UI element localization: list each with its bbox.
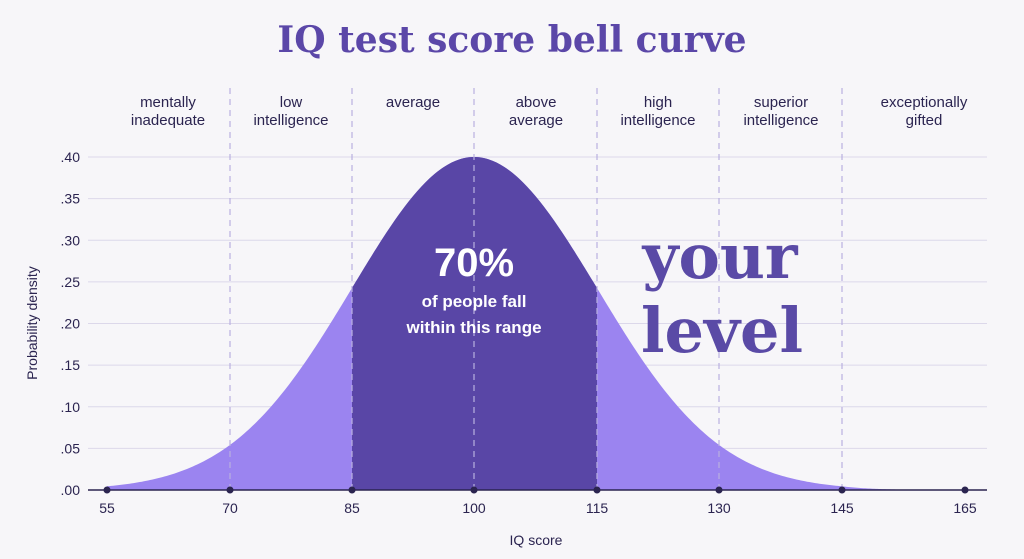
y-tick-label: .15 [61,357,81,373]
category-label: average [386,94,440,111]
x-tick-dot [838,486,846,494]
category-dividers [229,88,843,490]
category-label: gifted [906,112,943,129]
y-tick-label: .10 [61,399,81,415]
y-tick-label: .25 [61,274,81,290]
x-tick-label: 100 [462,500,486,516]
range-annotation: 70% of people fall within this range [405,241,541,337]
category-labels: mentallyinadequatelowintelligenceaverage… [131,94,968,129]
category-label: intelligence [743,112,818,129]
side-text-line: your [641,220,798,293]
annotation-line: within this range [405,318,541,337]
x-tick-label: 55 [99,500,115,516]
category-label: inadequate [131,112,205,129]
y-axis-title: Probability density [24,266,40,380]
category-label: average [509,112,563,129]
side-text-line: level [641,294,803,367]
x-tick-dot [348,486,356,494]
x-tick-label: 115 [586,500,609,516]
category-label: superior [754,94,808,111]
y-tick-label: .20 [61,316,81,332]
y-tick-label: .05 [61,440,81,456]
x-tick-dot [226,486,234,494]
category-label: intelligence [253,112,328,129]
y-tick-label: .00 [61,482,81,498]
x-tick-dot [961,486,969,494]
y-tick-label: .30 [61,232,81,248]
x-tick-dot [103,486,111,494]
x-tick-label: 70 [222,500,238,516]
x-axis-title: IQ score [510,532,563,548]
y-tick-label: .40 [61,149,81,165]
chart-title: IQ test score bell curve [277,19,746,61]
x-tick-label: 130 [707,500,731,516]
category-label: high [644,94,672,111]
x-tick-label: 145 [830,500,854,516]
y-tick-label: .35 [61,191,81,207]
x-tick-dot [715,486,723,494]
x-tick-dot [593,486,601,494]
annotation-line: of people fall [422,292,527,311]
category-label: exceptionally [881,94,968,111]
category-label: low [280,94,303,111]
x-tick-label: 85 [344,500,360,516]
category-label: above [516,94,557,111]
your-level-text: your level [641,220,803,367]
category-label: intelligence [620,112,695,129]
category-label: mentally [140,94,196,111]
axes: 55 70 85 100 115 130 145 165 [88,486,987,516]
x-tick-dot [470,486,478,494]
x-tick-label: 165 [953,500,977,516]
annotation-value: 70% [434,241,514,285]
